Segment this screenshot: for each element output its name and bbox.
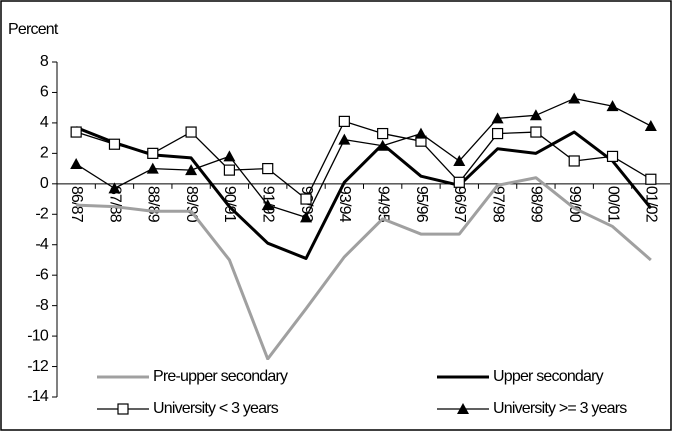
y-tick-label: 2 <box>40 145 49 162</box>
data-point <box>568 155 580 167</box>
data-point <box>108 138 121 150</box>
x-tick-label: 95/96 <box>413 186 430 223</box>
data-point <box>146 162 159 174</box>
data-point <box>223 150 236 162</box>
data-point <box>261 199 274 211</box>
legend-label: University < 3 years <box>153 400 279 417</box>
data-point <box>529 109 542 121</box>
series-line <box>75 120 652 200</box>
legend: Pre-upper secondary Upper secondary Univer… <box>80 360 668 427</box>
y-tick-label: -6 <box>35 266 49 283</box>
legend-box <box>80 360 668 427</box>
x-tick-label: 96/97 <box>451 186 468 223</box>
legend-label: University >= 3 years <box>493 400 627 417</box>
x-tick-label: 89/90 <box>183 186 200 223</box>
data-point <box>606 150 619 163</box>
data-point <box>300 193 312 205</box>
data-point <box>338 133 351 145</box>
x-tick-label: 93/94 <box>336 186 353 223</box>
series-line <box>76 176 652 361</box>
data-point <box>185 126 197 138</box>
x-tick-label: 94/95 <box>374 186 391 223</box>
x-tick-label: 87/88 <box>106 186 123 223</box>
x-tick-label: 00/01 <box>604 186 621 223</box>
data-point <box>147 147 159 159</box>
y-tick-label: -8 <box>35 297 49 314</box>
x-tick-label: 90/91 <box>221 186 238 223</box>
data-point <box>568 92 581 104</box>
y-tick-label: 0 <box>40 175 49 192</box>
data-point <box>453 154 466 166</box>
data-point <box>377 127 389 140</box>
legend-label: Upper secondary <box>493 368 604 385</box>
data-point <box>414 127 427 139</box>
x-tick-label: 97/98 <box>489 186 506 223</box>
x-tick-label: 99/00 <box>566 186 583 223</box>
series-line <box>75 126 653 260</box>
data-point <box>223 164 236 176</box>
data-point <box>530 126 542 138</box>
y-tick-label: -10 <box>27 327 49 344</box>
data-point <box>645 173 657 185</box>
y-tick-label: -14 <box>27 388 49 405</box>
x-tick-label: 01/02 <box>643 186 660 223</box>
y-tick-label: 4 <box>40 114 49 131</box>
legend-marker <box>457 403 469 414</box>
data-point <box>491 127 504 140</box>
y-tick-label: 6 <box>40 84 49 101</box>
data-point <box>70 126 82 138</box>
data-point <box>338 115 350 127</box>
data-point <box>300 211 313 223</box>
data-point <box>491 112 504 124</box>
legend-marker <box>117 403 129 415</box>
x-tick-label: 98/99 <box>528 186 545 223</box>
series-line <box>75 97 652 218</box>
x-tick-label: 88/89 <box>145 186 162 223</box>
data-point <box>376 139 389 151</box>
y-tick-label: 8 <box>40 53 49 70</box>
legend-label: Pre-upper secondary <box>153 368 288 385</box>
y-tick-label: -2 <box>35 205 49 222</box>
data-point <box>262 162 274 175</box>
data-point <box>185 164 198 176</box>
data-point <box>606 100 619 112</box>
data-point <box>644 119 657 131</box>
y-axis-label: Percent <box>8 21 59 38</box>
y-tick-label: -4 <box>35 236 49 253</box>
y-tick-label: -12 <box>27 358 49 375</box>
data-point <box>453 176 465 188</box>
data-point <box>70 158 83 170</box>
data-point <box>108 182 121 194</box>
